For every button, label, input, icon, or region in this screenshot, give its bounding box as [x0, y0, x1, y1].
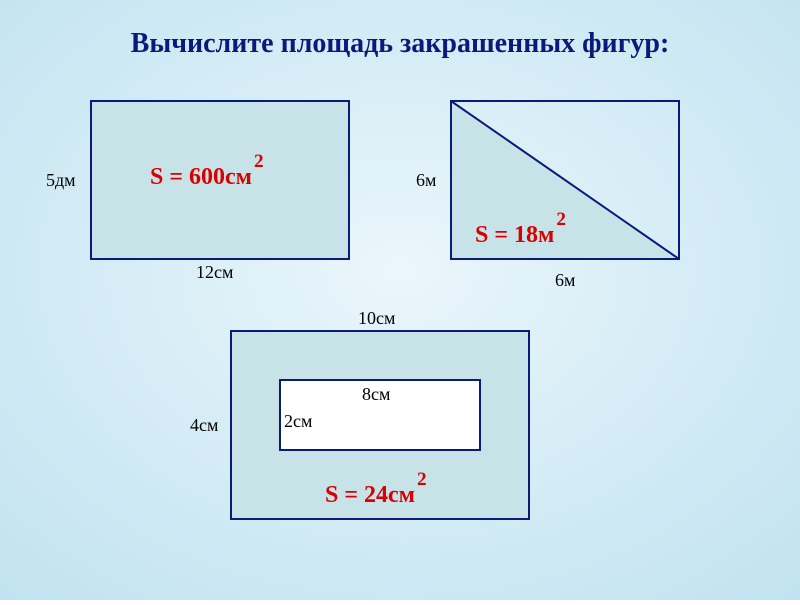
- fig3-inner-side-label: 2см: [284, 411, 312, 432]
- fig2-answer-base: S = 18м: [475, 222, 554, 248]
- fig3-answer: S = 24см2: [325, 482, 427, 509]
- figure-rectangle: 5дм 12см S = 600см2: [90, 100, 350, 260]
- fig3-outer-top-label: 10см: [358, 308, 395, 329]
- page-title: Вычислите площадь закрашенных фигур:: [0, 28, 800, 60]
- fig3-answer-base: S = 24см: [325, 482, 415, 508]
- fig2-answer: S = 18м2: [475, 222, 566, 249]
- fig3-inner-top-label: 8см: [362, 384, 390, 405]
- fig3-answer-exp: 2: [417, 469, 427, 490]
- figure-frame: 4см 10см 2см 8см S = 24см2: [230, 330, 530, 520]
- fig2-answer-exp: 2: [556, 209, 566, 230]
- fig2-side-label: 6м: [416, 170, 436, 191]
- fig2-bottom-label: 6м: [555, 270, 575, 291]
- fig1-answer-exp: 2: [254, 151, 264, 172]
- fig1-side-label: 5дм: [46, 170, 76, 191]
- fig1-bottom-label: 12см: [196, 262, 233, 283]
- fig3-outer-side-label: 4см: [190, 415, 218, 436]
- figure-triangle: 6м 6м S = 18м2: [450, 100, 680, 260]
- fig1-answer-base: S = 600см: [150, 164, 252, 190]
- fig1-answer: S = 600см2: [150, 164, 264, 191]
